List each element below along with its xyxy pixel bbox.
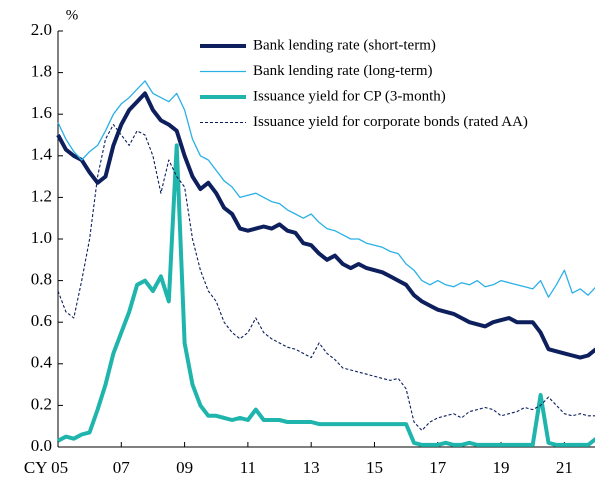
legend-label: Issuance yield for CP (3-month)	[253, 88, 446, 104]
y-tick-label: 0.0	[31, 436, 52, 455]
series-line	[56, 91, 595, 360]
y-tick-label: 0.2	[31, 394, 52, 413]
y-tick-label: 0.6	[31, 311, 52, 330]
y-tick-label: 1.8	[31, 62, 52, 81]
legend-label: Bank lending rate (long-term)	[253, 63, 433, 79]
series-line	[57, 143, 595, 447]
x-tick-label: 09	[176, 458, 193, 477]
y-axis-label: %	[66, 7, 79, 23]
x-tick-label: 13	[303, 458, 320, 477]
legend-label: Bank lending rate (short-term)	[253, 37, 436, 53]
y-tick-label: 2.0	[31, 20, 52, 39]
x-tick-label: 15	[366, 458, 383, 477]
x-tick-label: 11	[240, 458, 256, 477]
series-line	[57, 80, 595, 298]
x-tick-label: 07	[113, 458, 131, 477]
y-tick-label: 1.6	[31, 103, 52, 122]
y-tick-label: 1.0	[31, 228, 52, 247]
y-tick-label: 0.4	[31, 353, 53, 372]
series-line	[57, 124, 595, 431]
x-tick-label: 19	[493, 458, 510, 477]
y-tick-label: 1.4	[31, 145, 53, 164]
x-tick-label: 17	[429, 458, 447, 477]
y-tick-label: 1.2	[31, 186, 52, 205]
legend-label: Issuance yield for corporate bonds (rate…	[253, 114, 528, 130]
x-tick-label: 21	[556, 458, 573, 477]
y-tick-label: 0.8	[31, 270, 52, 289]
x-tick-label: CY 05	[24, 458, 68, 477]
